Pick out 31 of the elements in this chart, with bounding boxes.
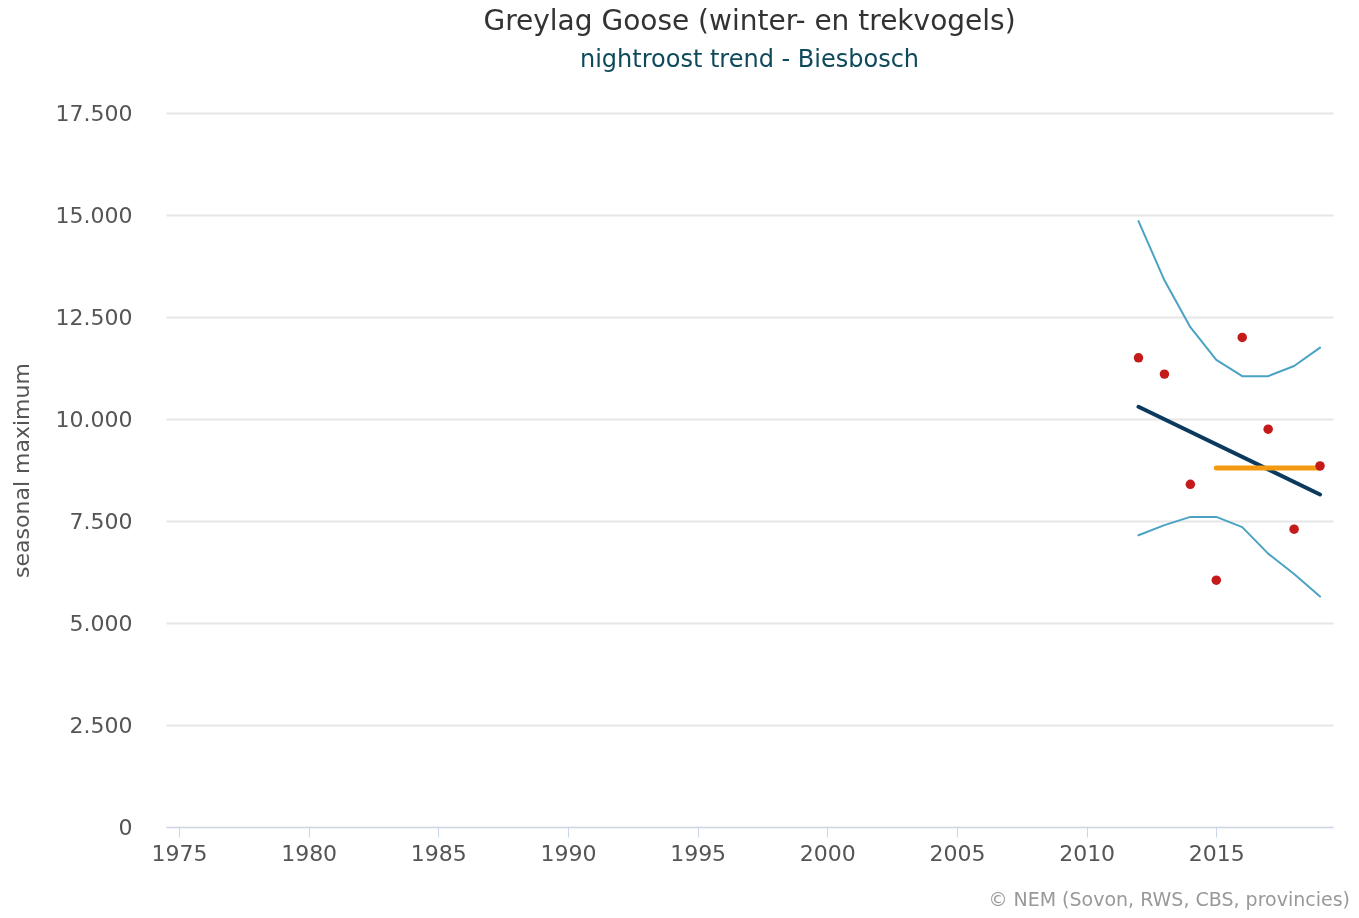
point <box>1159 369 1170 379</box>
x-tick-label: 2005 <box>929 840 986 866</box>
text: © NEM (Sovon, RWS, CBS, provincies) <box>987 888 1350 910</box>
y-tick-label: 7.500 <box>69 508 133 534</box>
x-tick-label: 2015 <box>1188 840 1245 866</box>
y-tick-label: 12.500 <box>55 304 133 330</box>
point <box>1289 524 1299 534</box>
y-tick-label: 5.000 <box>69 610 133 636</box>
point <box>1315 461 1325 471</box>
y-axis-title: seasonal maximum <box>8 363 34 578</box>
x-tick-label: 2000 <box>799 840 856 866</box>
x-tick-label: 1990 <box>540 840 597 866</box>
x-tick-label: 2010 <box>1059 840 1116 866</box>
y-tick-label: 10.000 <box>55 406 133 432</box>
point <box>1211 575 1222 585</box>
x-tick-label: 1980 <box>281 840 338 866</box>
x-tick-label: 1995 <box>670 840 727 866</box>
point <box>1185 479 1196 490</box>
x-tick-label: 1985 <box>410 840 467 866</box>
point <box>1263 424 1273 434</box>
x-tick-label: 1975 <box>151 840 208 866</box>
y-tick-label: 0 <box>118 814 133 840</box>
chart-subtitle: nightroost trend - Biesbosch <box>579 45 920 73</box>
line-series <box>1137 515 1322 598</box>
line-series <box>1137 220 1322 378</box>
y-tick-label: 15.000 <box>55 202 133 228</box>
y-tick-label: 17.500 <box>55 100 133 126</box>
y-tick-label: 2.500 <box>69 712 133 738</box>
point <box>1133 353 1144 363</box>
chart-title: Greylag Goose (winter- en trekvogels) <box>483 4 1016 37</box>
point <box>1237 332 1247 343</box>
